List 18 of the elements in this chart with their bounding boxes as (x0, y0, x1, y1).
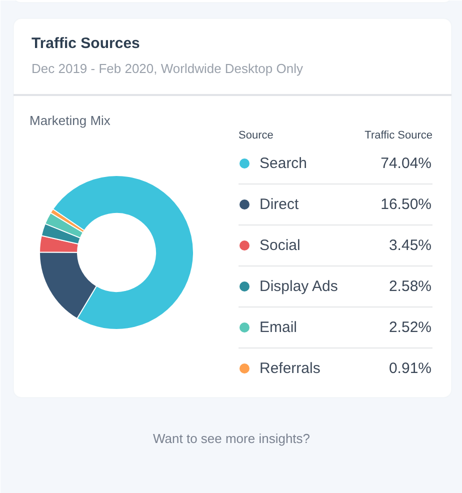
legend-label: Email (260, 319, 298, 336)
legend-label: Direct (260, 196, 300, 213)
legend-label: Search (260, 155, 308, 172)
data-label: 74.04% (380, 155, 432, 172)
legend-title: Source (238, 130, 274, 142)
legend-label: Display Ads (260, 278, 338, 295)
data-label: 2.58% (388, 278, 432, 295)
text: Want to see more insights? (152, 431, 310, 446)
data-label: 16.50% (380, 196, 432, 213)
data-label: 0.91% (388, 360, 432, 377)
legend-label: Referrals (260, 360, 320, 377)
chart-title: Traffic Sources (32, 35, 140, 52)
text: Traffic Source (364, 130, 432, 142)
text: Marketing Mix (30, 113, 111, 128)
data-label: 2.52% (388, 319, 432, 336)
legend-label: Social (260, 237, 300, 254)
data-label: 3.45% (388, 237, 432, 254)
chart-subtitle: Dec 2019 - Feb 2020, Worldwide Desktop Only (32, 61, 304, 76)
